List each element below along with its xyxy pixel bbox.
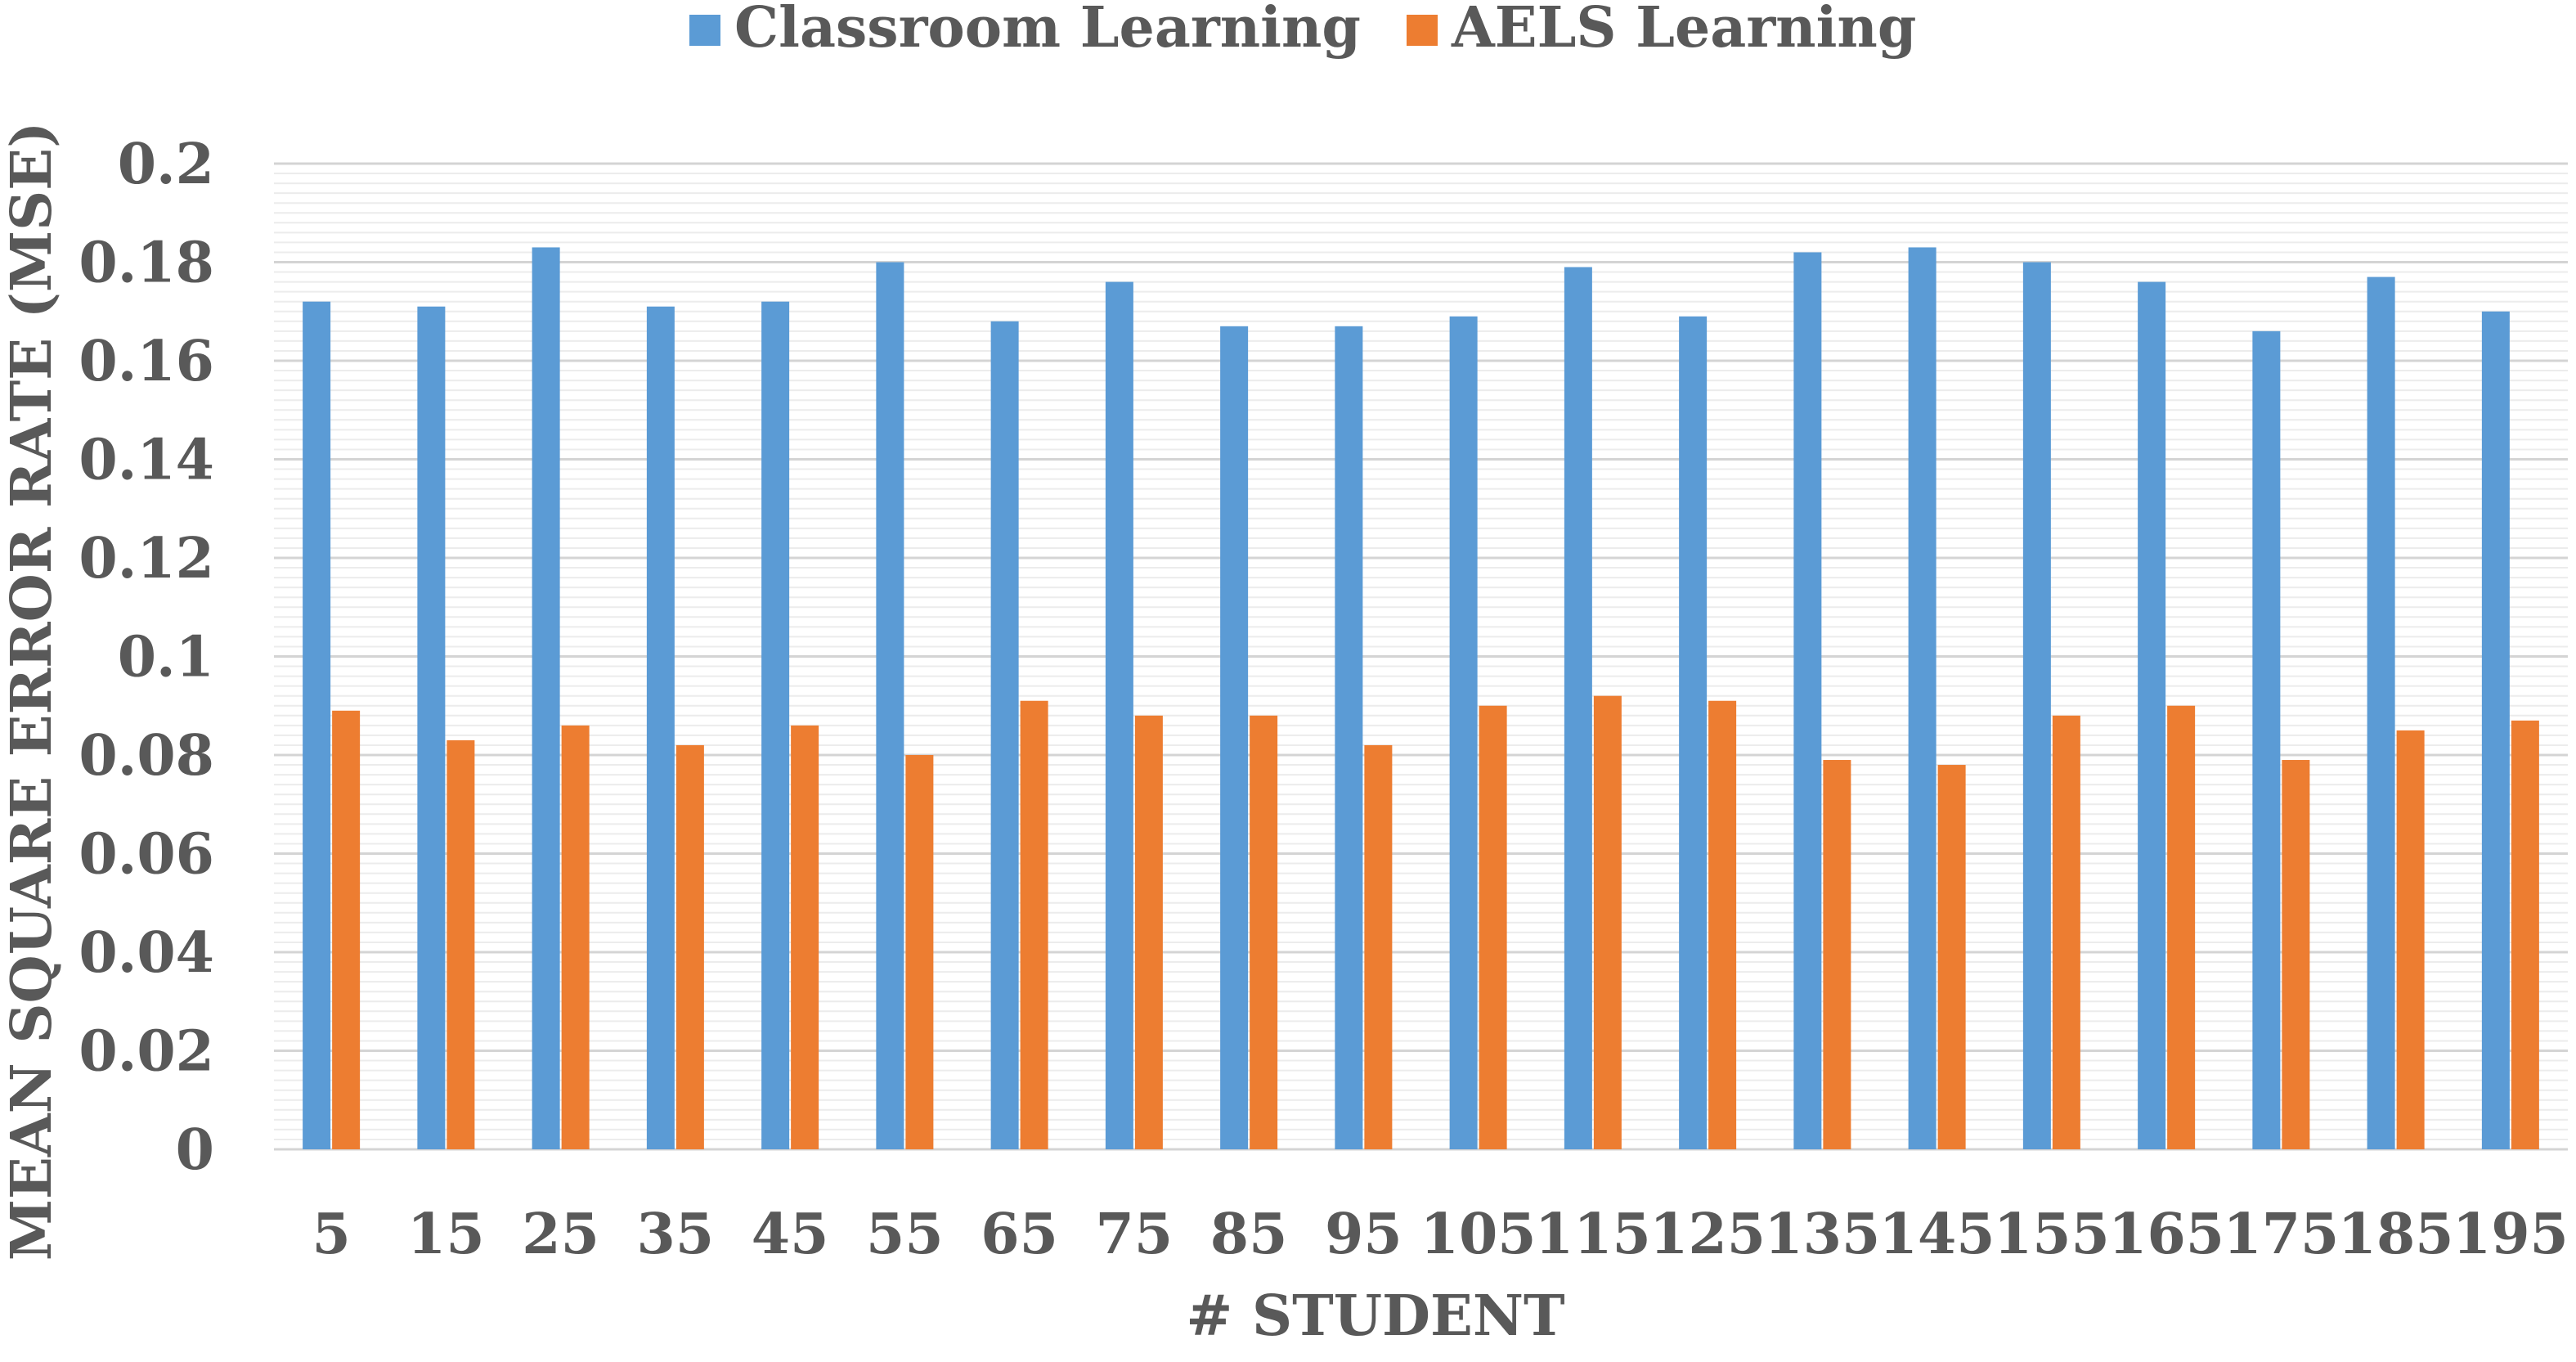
x-tick-label: 125 (1649, 1202, 1766, 1267)
bar-classroom-115 (1564, 267, 1592, 1149)
y-tick-label: 0.02 (79, 1019, 214, 1085)
bar-aels-75 (1134, 715, 1163, 1149)
x-tick-label: 85 (1210, 1202, 1288, 1267)
bar-classroom-15 (417, 306, 446, 1150)
y-tick-label: 0.1 (118, 625, 214, 690)
bar-classroom-25 (532, 247, 560, 1149)
x-tick-label: 145 (1879, 1202, 1995, 1267)
legend: Classroom Learning AELS Learning (689, 0, 1916, 61)
bar-aels-195 (2511, 720, 2539, 1149)
bar-aels-135 (1823, 760, 1851, 1149)
bar-aels-5 (332, 710, 361, 1149)
bar-classroom-165 (2138, 281, 2166, 1150)
x-tick-label: 135 (1764, 1202, 1880, 1267)
bar-aels-95 (1364, 744, 1393, 1149)
x-axis-title: # STUDENT (1186, 1283, 1564, 1349)
y-tick-label: 0.04 (79, 920, 214, 986)
x-axis-ticks: 5 15 25 35 45 55 65 75 85 95 105115125135145155165… (312, 1202, 2568, 1267)
bars (303, 247, 2539, 1150)
x-tick-label: 175 (2223, 1202, 2339, 1267)
legend-label-aels: AELS Learning (1451, 0, 1916, 61)
bar-classroom-45 (761, 301, 790, 1150)
bar-classroom-175 (2252, 330, 2281, 1150)
x-tick-label: 35 (637, 1202, 715, 1267)
x-tick-label: 105 (1420, 1202, 1537, 1267)
x-tick-label: 165 (2108, 1202, 2224, 1267)
bar-classroom-135 (1793, 252, 1822, 1150)
bar-classroom-185 (2367, 276, 2395, 1150)
bar-classroom-95 (1335, 326, 1363, 1149)
bar-aels-35 (675, 744, 704, 1149)
bar-aels-155 (2052, 715, 2080, 1149)
y-tick-label: 0.18 (79, 231, 214, 296)
x-tick-label: 75 (1096, 1202, 1174, 1267)
bar-aels-65 (1020, 700, 1048, 1149)
y-tick-label: 0.08 (79, 723, 214, 789)
x-tick-label: 195 (2453, 1202, 2569, 1267)
bar-aels-25 (561, 725, 590, 1149)
bar-aels-55 (905, 755, 934, 1149)
bar-aels-185 (2396, 730, 2425, 1149)
bar-aels-15 (447, 739, 475, 1149)
legend-swatch-classroom (689, 15, 720, 46)
bar-classroom-55 (876, 262, 904, 1149)
bar-aels-165 (2167, 705, 2196, 1149)
y-tick-label: 0.2 (118, 132, 214, 197)
x-tick-label: 185 (2338, 1202, 2454, 1267)
x-tick-label: 25 (522, 1202, 599, 1267)
y-tick-label: 0.16 (79, 329, 214, 394)
bar-classroom-195 (2481, 311, 2510, 1149)
x-tick-label: 115 (1535, 1202, 1651, 1267)
bar-classroom-75 (1105, 281, 1133, 1150)
x-tick-label: 5 (312, 1202, 350, 1267)
y-tick-label: 0.14 (79, 428, 214, 493)
bar-aels-115 (1593, 695, 1622, 1149)
bar-classroom-145 (1908, 247, 1936, 1149)
bar-aels-105 (1479, 705, 1507, 1149)
legend-label-classroom: Classroom Learning (734, 0, 1361, 61)
bar-classroom-85 (1220, 326, 1249, 1149)
legend-swatch-aels (1407, 15, 1438, 46)
y-axis-ticks: 0 0.02 0.04 0.06 0.08 0.1 0.12 0.14 0.16 0.18 0.2 (79, 132, 214, 1183)
bar-aels-175 (2282, 760, 2310, 1149)
bar-aels-85 (1250, 715, 1278, 1149)
x-tick-label: 55 (866, 1202, 944, 1267)
x-tick-label: 65 (981, 1202, 1058, 1267)
bar-aels-125 (1708, 700, 1737, 1149)
y-axis-title: MEAN SQUARE ERROR RATE (MSE) (0, 122, 65, 1261)
bar-classroom-5 (303, 301, 331, 1150)
bar-classroom-105 (1449, 316, 1478, 1149)
y-tick-label: 0 (176, 1117, 214, 1183)
bar-classroom-35 (646, 306, 675, 1150)
y-tick-label: 0.12 (79, 526, 214, 591)
bar-classroom-155 (2022, 262, 2051, 1149)
x-tick-label: 45 (752, 1202, 829, 1267)
y-tick-label: 0.06 (79, 822, 214, 888)
bar-classroom-125 (1679, 316, 1708, 1149)
bar-aels-145 (1937, 765, 1966, 1149)
x-tick-label: 15 (407, 1202, 485, 1267)
bar-classroom-65 (990, 321, 1019, 1149)
gridlines (274, 162, 2568, 1151)
bar-aels-45 (791, 725, 819, 1149)
x-tick-label: 95 (1325, 1202, 1402, 1267)
x-tick-label: 155 (1994, 1202, 2110, 1267)
